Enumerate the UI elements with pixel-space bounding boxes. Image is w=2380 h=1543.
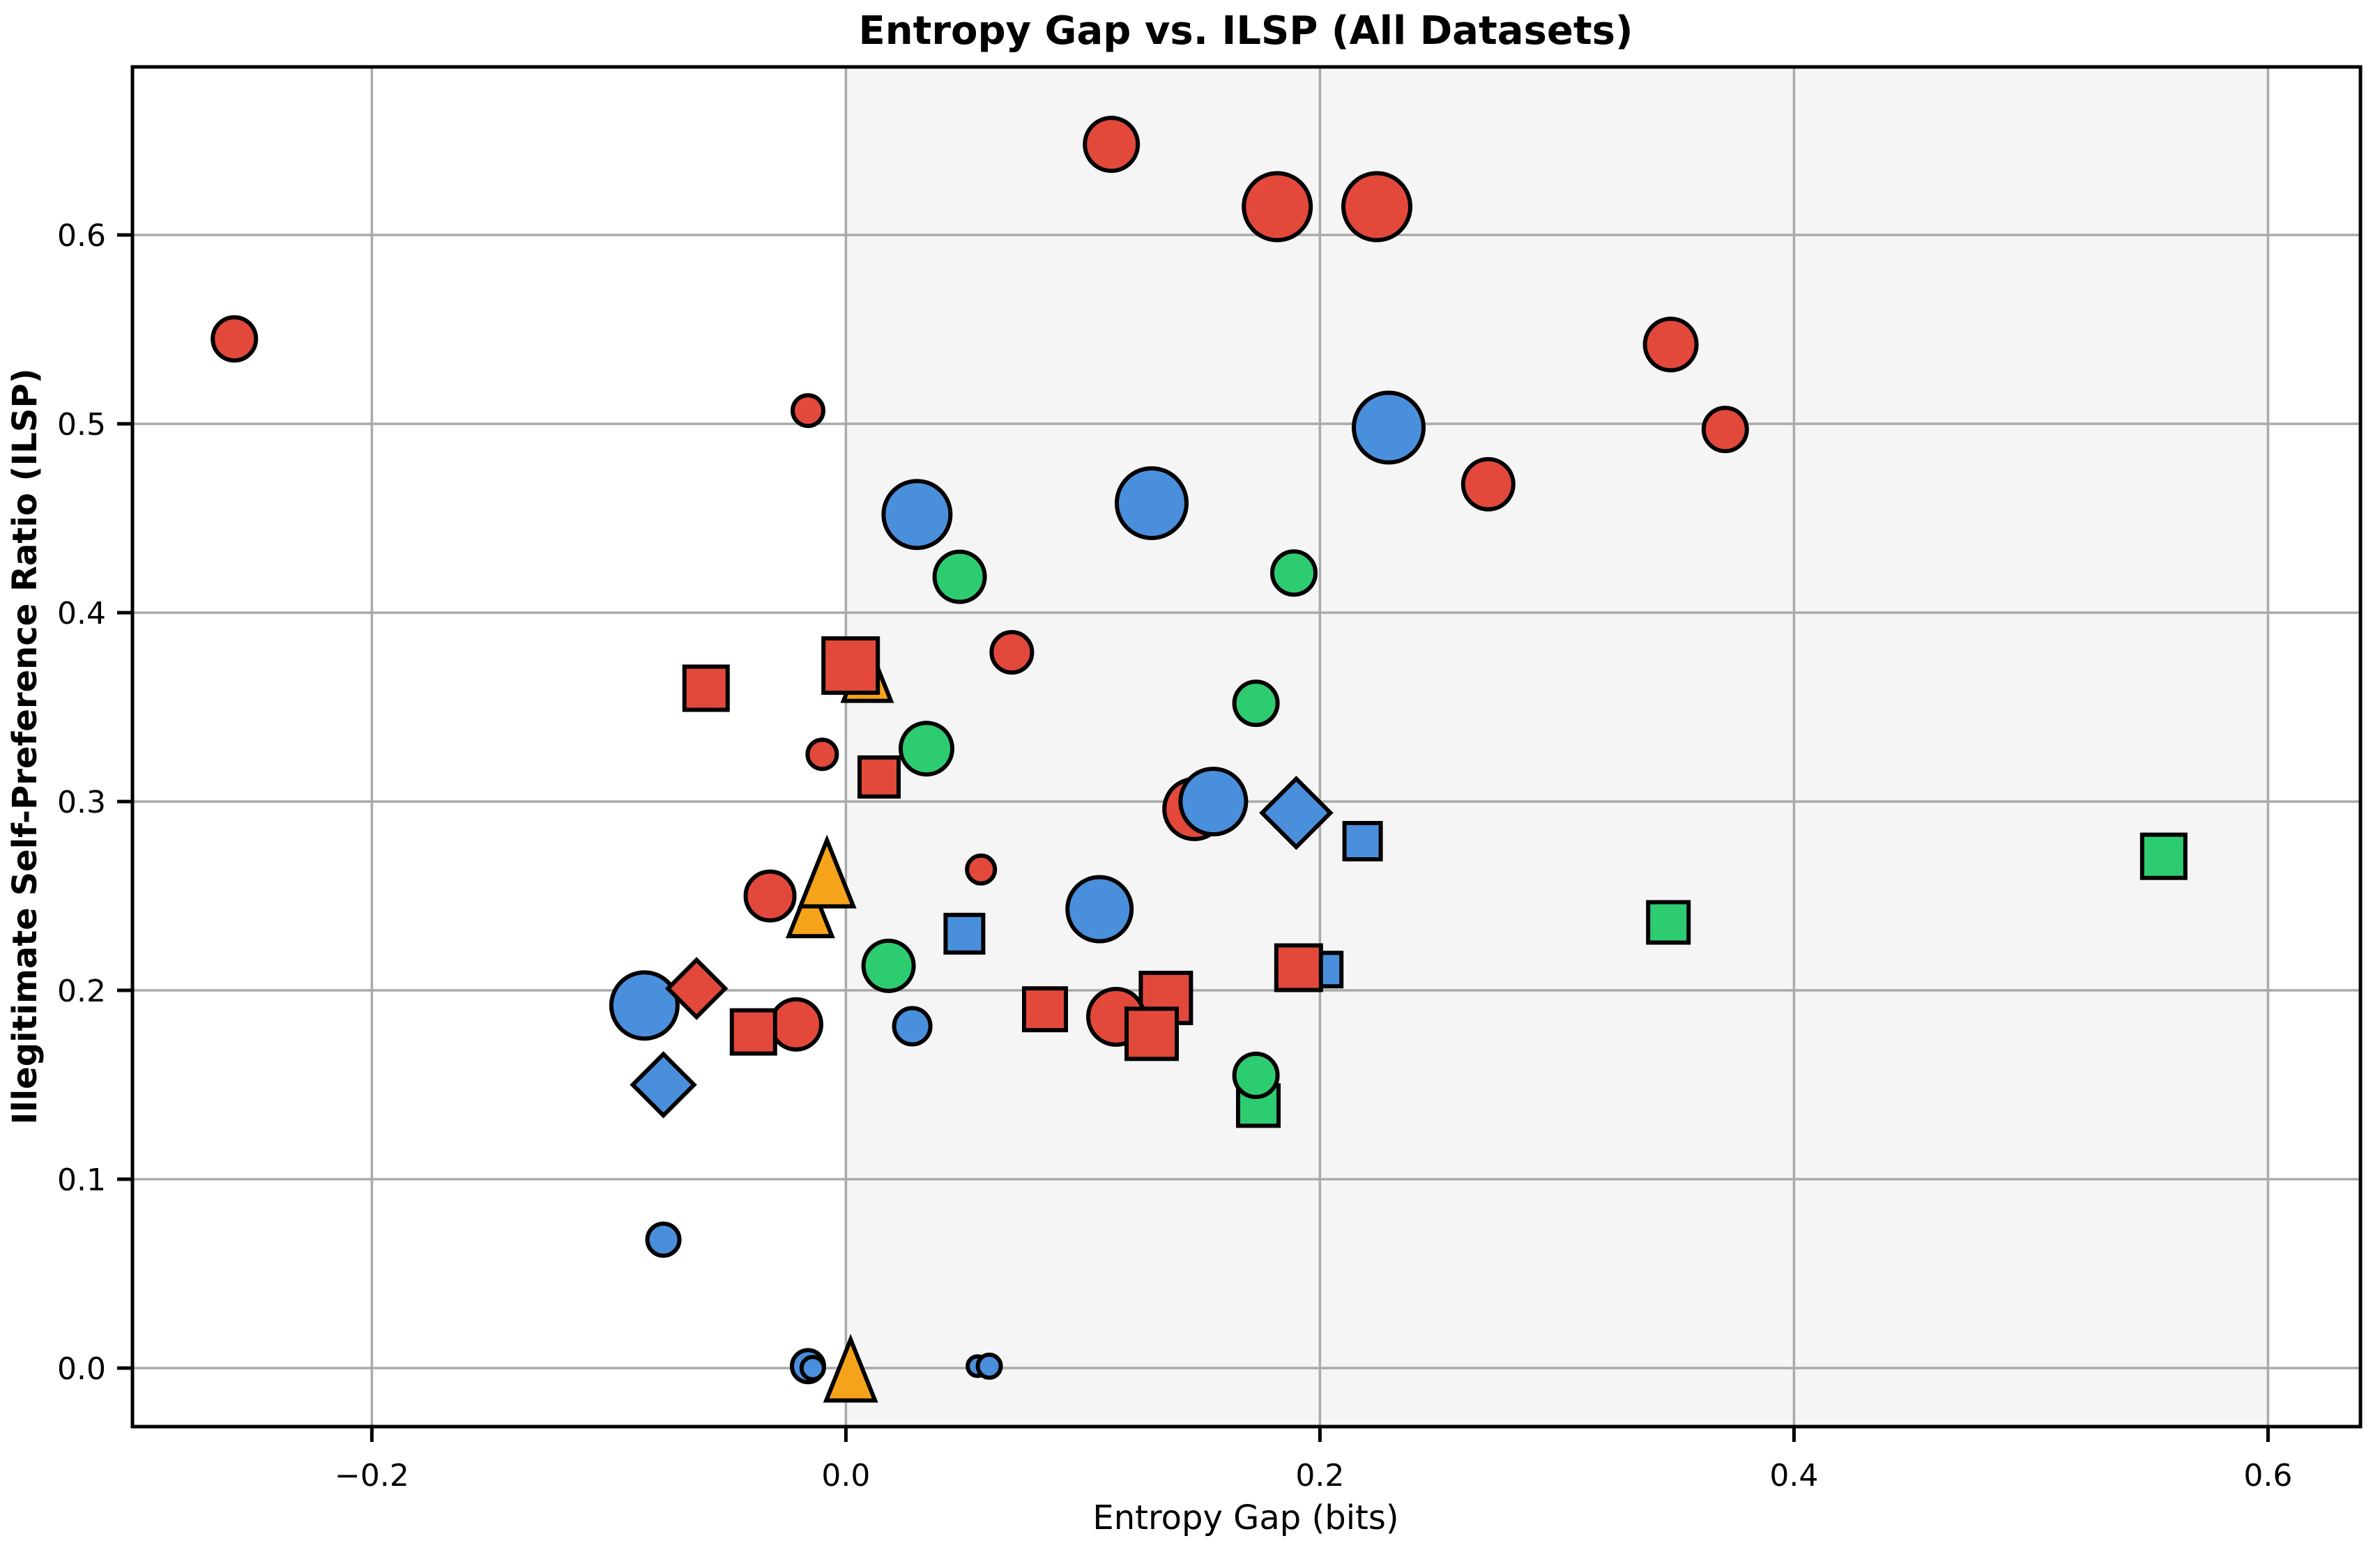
orange-triangle-point [785,876,835,939]
red-circle-point [989,630,1035,675]
blue-circle-point [799,1354,826,1381]
y-tick-label: 0.1 [57,1162,106,1198]
blue-square-point [943,912,986,955]
red-square-point [729,1008,777,1056]
red-circle-point [791,393,825,429]
blue-circle-point [881,479,953,551]
red-circle-point [1701,406,1749,454]
y-tick-label: 0.3 [57,785,106,820]
chart-title: Entropy Gap vs. ILSP (All Datasets) [858,8,1633,54]
y-tick-label: 0.0 [57,1351,106,1387]
blue-square-point [1342,820,1383,861]
red-circle-point [1642,316,1699,373]
axes-layer: −0.2 0.0 0.2 0.4 0.6 0.0 0.1 0.2 0.3 0.4 0.5 0.6 [57,65,2363,1494]
y-axis-label: Illegitimate Self-Preference Ratio (ILSP… [6,368,45,1124]
red-square-point [1124,1006,1179,1061]
x-tick-label: 0.6 [2243,1458,2292,1494]
green-circle-point [932,549,987,604]
red-circle-point [1341,171,1412,243]
green-circle-point [899,721,954,777]
blue-circle-point [1178,767,1249,837]
gridline-layer [132,67,2360,1427]
y-tick-label: 0.5 [57,407,106,443]
green-square-point [2139,832,2188,880]
red-square-point [1022,986,1068,1033]
red-circle-point [1460,456,1516,512]
y-tick-label: 0.6 [57,218,106,254]
green-circle-point [1232,680,1280,728]
red-circle-point [769,997,823,1052]
y-tick-label: 0.4 [57,596,106,631]
blue-circle-point [1115,466,1189,540]
x-axis-label: Entropy Gap (bits) [1092,1498,1398,1537]
green-square-point [1646,900,1691,945]
plot-background-layer [132,67,2360,1427]
plot-border [130,65,2363,1429]
red-square-point [857,755,901,799]
blue-diamond-point [630,1051,697,1119]
red-circle-point [743,869,797,923]
blue-circle-point [1352,390,1426,465]
shaded-region [846,67,2268,1427]
blue-diamond-point [1259,776,1334,850]
green-circle-point [1270,549,1318,597]
green-circle-point [861,938,916,993]
red-square-point [682,664,730,712]
red-circle-point [965,853,998,886]
blue-circle-point [645,1221,682,1258]
x-tick-label: 0.0 [821,1458,870,1494]
red-diamond-point [664,957,729,1020]
blue-circle-point [609,970,680,1041]
red-circle-point [211,315,259,363]
x-tick-label: −0.2 [335,1458,409,1494]
y-tick-label: 0.2 [57,974,106,1009]
x-tick-label: 0.4 [1769,1458,1818,1494]
data-point-layer [211,116,2188,1403]
blue-circle-point [1065,875,1134,944]
red-circle-point [805,737,839,772]
blue-circle-point [892,1006,933,1047]
orange-triangle-point [797,834,857,909]
x-tick-label: 0.2 [1295,1458,1344,1494]
orange-triangle-point [823,1333,878,1403]
red-square-point [1274,943,1323,992]
red-circle-point [1242,171,1313,243]
red-square-point [821,636,880,695]
green-circle-point [1232,1051,1280,1099]
red-circle-point [1083,116,1141,174]
blue-circle-point [975,1352,1003,1380]
